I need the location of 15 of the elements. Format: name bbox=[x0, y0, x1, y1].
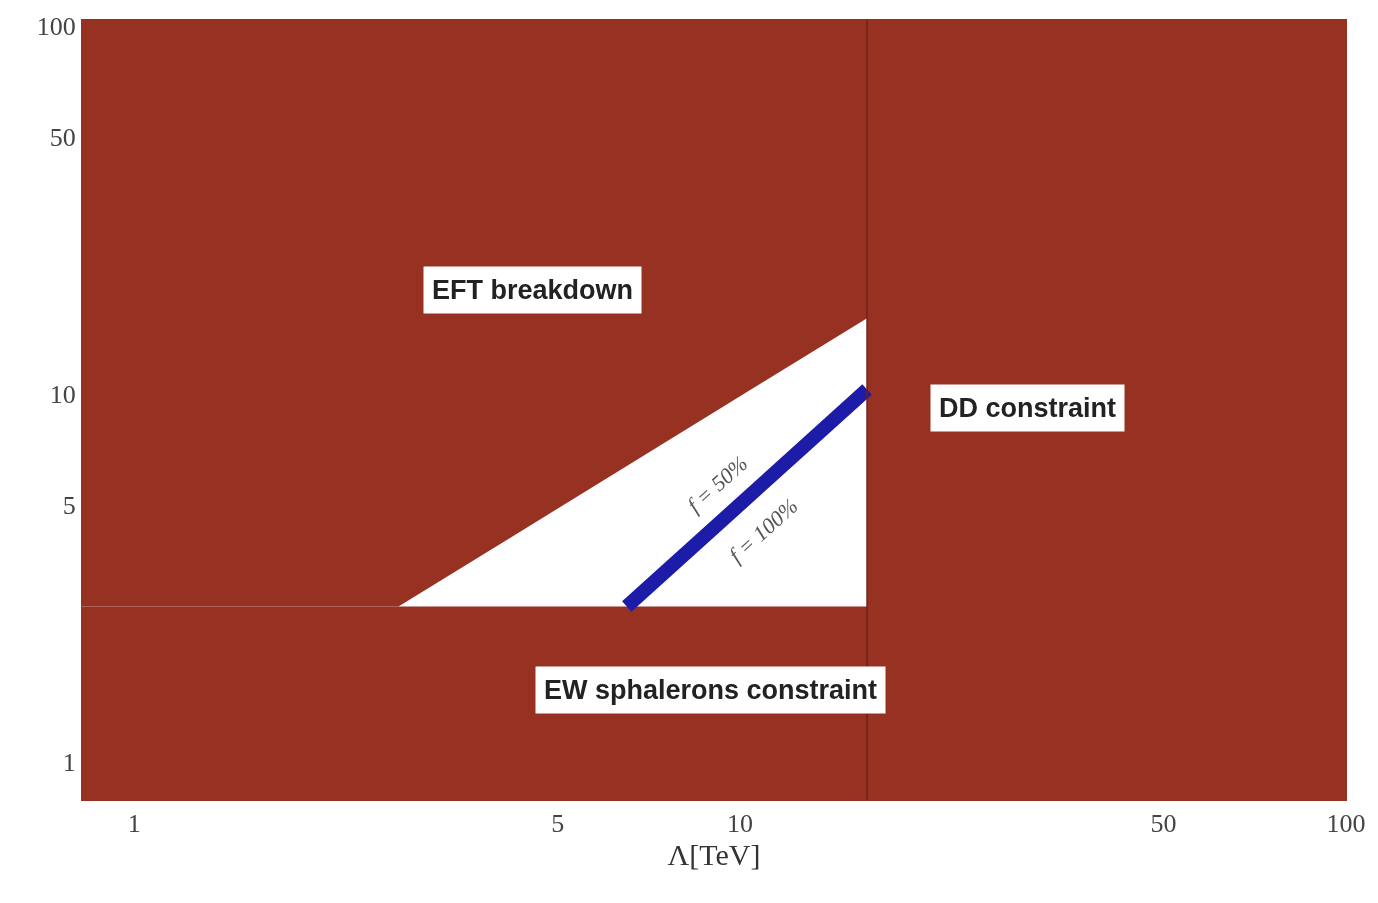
y-tick-label: 100 bbox=[36, 12, 76, 42]
annotation: DD constraint bbox=[939, 393, 1117, 423]
x-tick-label: 50 bbox=[1150, 809, 1177, 839]
x-tick-label: 5 bbox=[551, 809, 565, 839]
x-tick-label: 10 bbox=[727, 809, 754, 839]
annotation: f = 50% bbox=[682, 450, 753, 518]
y-tick-label: 5 bbox=[62, 491, 76, 521]
annotation: EFT breakdown bbox=[432, 275, 634, 305]
y-tick-label: 50 bbox=[49, 123, 76, 153]
x-tick-label: 1 bbox=[127, 809, 141, 839]
y-tick-label: 1 bbox=[62, 748, 76, 778]
x-tick-label: 100 bbox=[1326, 809, 1366, 839]
y-tick-label: 10 bbox=[49, 380, 76, 410]
annotation: EW sphalerons constraint bbox=[544, 675, 878, 705]
x-axis-title: Λ[TeV] bbox=[667, 838, 761, 872]
